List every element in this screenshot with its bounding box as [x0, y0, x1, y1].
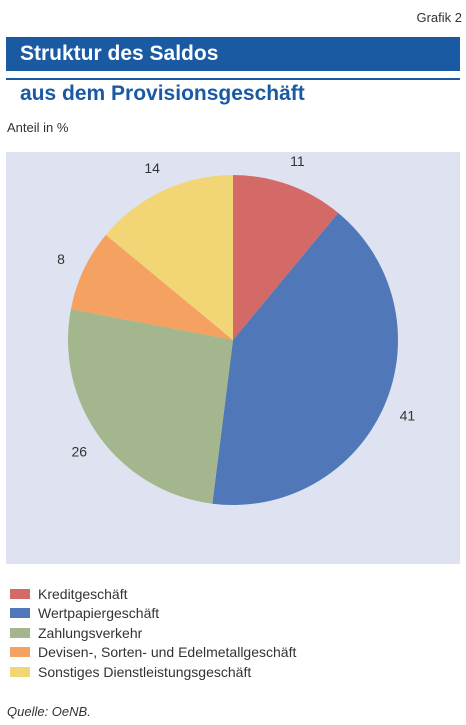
legend-label: Sonstiges Dienstleistungsgeschäft [38, 663, 252, 680]
legend-swatch [10, 627, 30, 638]
legend-swatch [10, 666, 30, 677]
legend-swatch [10, 647, 30, 658]
legend-label: Kreditgeschäft [38, 585, 128, 602]
chart-panel: 11 41 26 8 14 [6, 152, 460, 564]
data-label-2: 26 [71, 444, 87, 460]
pie-slice-2 [67, 309, 233, 504]
legend-item-1: Wertpapiergeschäft [10, 604, 296, 624]
legend-swatch [10, 588, 30, 599]
legend-item-4: Sonstiges Dienstleistungsgeschäft [10, 662, 296, 682]
pie-slice-1 [212, 212, 398, 505]
legend-item-3: Devisen-, Sorten- und Edelmetallgeschäft [10, 643, 296, 663]
legend-item-0: Kreditgeschäft [10, 584, 296, 604]
data-label-0: 11 [290, 153, 305, 169]
figure-number: Grafik 2 [416, 10, 462, 25]
legend-label: Wertpapiergeschäft [38, 605, 160, 622]
data-label-4: 14 [144, 160, 160, 176]
pie-slice-0 [233, 175, 339, 340]
pie-slice-4 [105, 175, 233, 340]
legend-label: Zahlungsverkehr [38, 624, 143, 641]
legend-swatch [10, 608, 30, 619]
title-divider [6, 78, 460, 80]
legend: Kreditgeschäft Wertpapiergeschäft Zahlungs… [10, 584, 296, 682]
chart-subtitle: Anteil in % [7, 120, 69, 135]
source-note: Quelle: OeNB. [7, 704, 91, 719]
pie-slice-3 [70, 234, 233, 340]
data-label-1: 41 [400, 407, 416, 423]
chart-title-line2: aus dem Provisionsgeschäft [20, 82, 305, 105]
legend-label: Devisen-, Sorten- und Edelmetallgeschäft [38, 644, 297, 661]
chart-title: Struktur des Saldos [6, 37, 460, 71]
legend-item-2: Zahlungsverkehr [10, 623, 296, 643]
pie-chart: 11 41 26 8 14 [57, 153, 416, 505]
data-label-3: 8 [57, 251, 65, 267]
